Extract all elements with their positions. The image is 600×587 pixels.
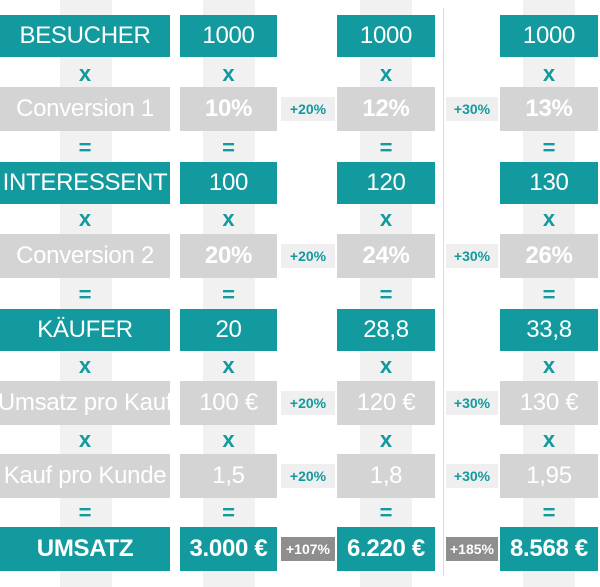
- times-operator: x: [78, 61, 92, 86]
- purchases-per-customer-scenario-1-cell: 1,5: [180, 454, 277, 498]
- conversion2-increase-chip: +20%: [281, 244, 335, 268]
- equals-operator: =: [542, 282, 556, 307]
- conversion1-increase-chip: +20%: [281, 97, 335, 121]
- conversion1-increase-chip: +30%: [446, 97, 498, 121]
- times-operator: x: [222, 427, 235, 452]
- visitors-scenario-2-cell: 1000: [337, 15, 435, 57]
- purchases-per-customer-label-cell: Kauf pro Kunde: [0, 454, 170, 498]
- leads-scenario-3-cell: 130: [500, 162, 598, 204]
- times-operator: x: [78, 353, 92, 378]
- buyers-label-cell: KÄUFER: [0, 309, 170, 351]
- revenue-scenario-1-cell: 3.000 €: [180, 527, 277, 571]
- conversion1-scenario-2-cell: 12%: [337, 87, 435, 131]
- revenue-per-purchase-scenario-2-cell: 120 €: [337, 381, 435, 425]
- times-operator: x: [379, 353, 393, 378]
- times-operator: x: [222, 206, 235, 231]
- revenue-per-purchase-increase-chip: +20%: [281, 391, 335, 415]
- revenue-increase-chip: +185%: [446, 537, 498, 561]
- revenue-label-cell: UMSATZ: [0, 527, 170, 571]
- conversion2-increase-chip: +30%: [446, 244, 498, 268]
- equals-operator: =: [542, 135, 556, 160]
- purchases-per-customer-increase-chip: +20%: [281, 464, 335, 488]
- conversion2-scenario-3-cell: 26%: [500, 234, 598, 278]
- times-operator: x: [222, 353, 235, 378]
- conversion1-scenario-1-cell: 10%: [180, 87, 277, 131]
- leads-scenario-1-cell: 100: [180, 162, 277, 204]
- buyers-scenario-1-cell: 20: [180, 309, 277, 351]
- revenue-scenario-2-cell: 6.220 €: [337, 527, 435, 571]
- equals-operator: =: [379, 282, 393, 307]
- conversion2-scenario-1-cell: 20%: [180, 234, 277, 278]
- equals-operator: =: [222, 282, 235, 307]
- times-operator: x: [222, 61, 235, 86]
- purchases-per-customer-scenario-3-cell: 1,95: [500, 454, 598, 498]
- conversion1-label-cell: Conversion 1: [0, 87, 170, 131]
- times-operator: x: [379, 427, 393, 452]
- conversion1-scenario-3-cell: 13%: [500, 87, 598, 131]
- revenue-per-purchase-increase-chip: +30%: [446, 391, 498, 415]
- times-operator: x: [542, 206, 556, 231]
- equals-operator: =: [78, 135, 92, 160]
- equals-operator: =: [222, 500, 235, 525]
- times-operator: x: [542, 353, 556, 378]
- times-operator: x: [379, 206, 393, 231]
- visitors-label-cell: BESUCHER: [0, 15, 170, 57]
- leads-label-cell: INTERESSENT: [0, 162, 170, 204]
- times-operator: x: [78, 427, 92, 452]
- visitors-scenario-1-cell: 1000: [180, 15, 277, 57]
- equals-operator: =: [379, 135, 393, 160]
- visitors-scenario-3-cell: 1000: [500, 15, 598, 57]
- leads-scenario-2-cell: 120: [337, 162, 435, 204]
- buyers-scenario-2-cell: 28,8: [337, 309, 435, 351]
- revenue-scenario-3-cell: 8.568 €: [500, 527, 598, 571]
- times-operator: x: [379, 61, 393, 86]
- times-operator: x: [78, 206, 92, 231]
- scenario-divider: [443, 8, 444, 576]
- conversion2-label-cell: Conversion 2: [0, 234, 170, 278]
- times-operator: x: [542, 427, 556, 452]
- equals-operator: =: [78, 500, 92, 525]
- equals-operator: =: [222, 135, 235, 160]
- equals-operator: =: [78, 282, 92, 307]
- purchases-per-customer-increase-chip: +30%: [446, 464, 498, 488]
- revenue-per-purchase-scenario-1-cell: 100 €: [180, 381, 277, 425]
- conversion2-scenario-2-cell: 24%: [337, 234, 435, 278]
- purchases-per-customer-scenario-2-cell: 1,8: [337, 454, 435, 498]
- equals-operator: =: [542, 500, 556, 525]
- times-operator: x: [542, 61, 556, 86]
- revenue-increase-chip: +107%: [281, 537, 335, 561]
- buyers-scenario-3-cell: 33,8: [500, 309, 598, 351]
- revenue-per-purchase-label-cell: Umsatz pro Kauf: [0, 381, 172, 425]
- revenue-per-purchase-scenario-3-cell: 130 €: [500, 381, 598, 425]
- equals-operator: =: [379, 500, 393, 525]
